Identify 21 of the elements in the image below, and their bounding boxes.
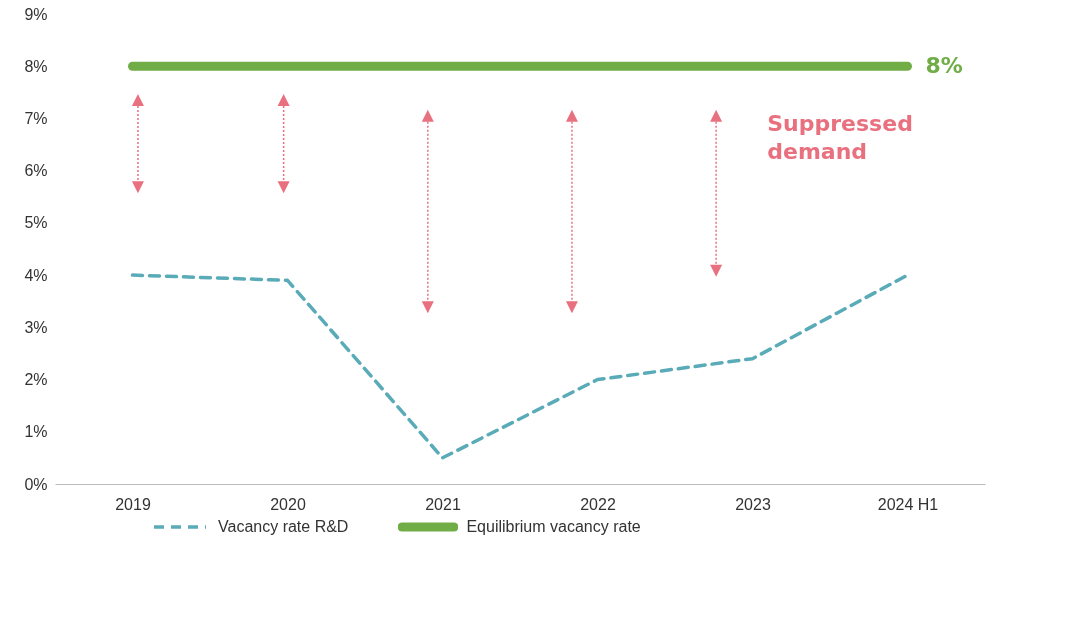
x-tick-label: 2019 <box>115 495 151 513</box>
y-tick-label: 9% <box>24 5 48 23</box>
y-tick-label: 1% <box>24 423 48 441</box>
y-tick-label: 6% <box>24 162 48 180</box>
data-label: 8% <box>925 53 963 79</box>
y-tick-label: 7% <box>24 109 48 127</box>
y-tick-label: 3% <box>24 318 48 336</box>
x-tick-label: 2024 H1 <box>877 495 939 513</box>
y-tick-label: 5% <box>24 214 48 232</box>
y-tick-label: 8% <box>24 57 48 75</box>
legend-label: Equilibrium vacancy rate <box>466 518 641 536</box>
x-tick-label: 2021 <box>425 495 461 513</box>
x-tick-label: 2023 <box>735 495 771 513</box>
legend-label: Vacancy rate R&D <box>218 518 349 536</box>
annotation: Suppressed demand <box>767 109 914 166</box>
line-series <box>130 273 910 460</box>
x-tick-label: 2022 <box>580 495 616 513</box>
y-tick-label: 0% <box>24 475 48 493</box>
x-tick-label: 2020 <box>270 495 306 513</box>
y-tick-label: 2% <box>24 371 48 389</box>
y-tick-label: 4% <box>24 266 48 284</box>
